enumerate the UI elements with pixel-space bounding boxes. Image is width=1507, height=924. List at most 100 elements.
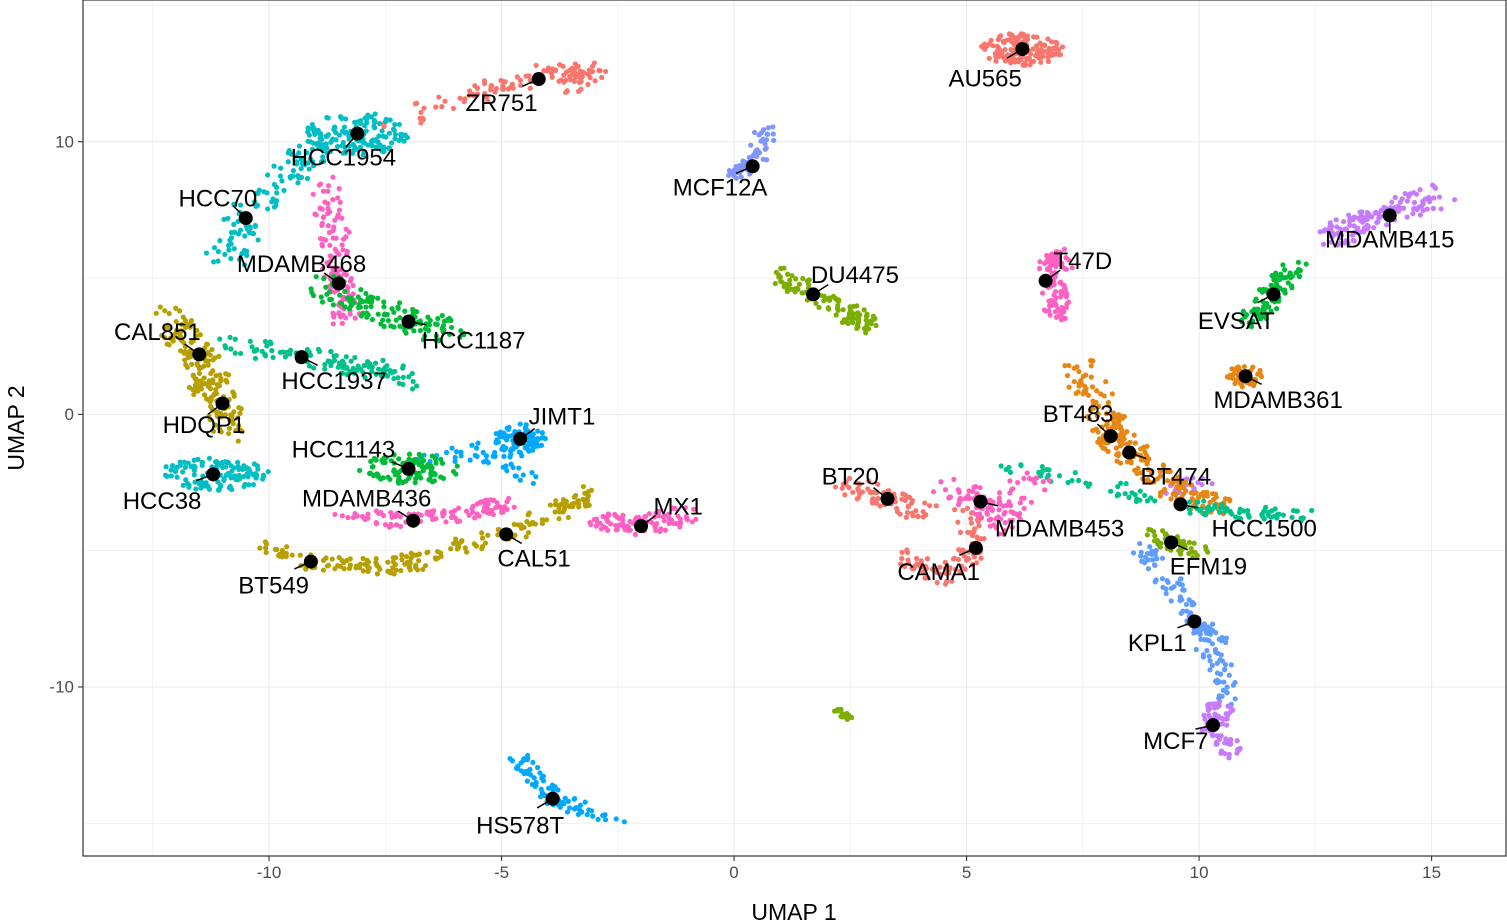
cell-point bbox=[676, 520, 682, 527]
cell-point bbox=[1047, 312, 1053, 318]
cell-point bbox=[580, 496, 586, 502]
cell-point bbox=[863, 317, 869, 323]
cell-point bbox=[340, 150, 346, 156]
cell-point bbox=[1152, 498, 1158, 504]
cell-point bbox=[364, 120, 370, 126]
cell-point bbox=[166, 342, 172, 348]
x-tick-label: -10 bbox=[257, 863, 282, 882]
cell-point bbox=[306, 166, 312, 172]
cell-point bbox=[922, 500, 928, 506]
cell-point bbox=[237, 476, 243, 482]
cell-point bbox=[269, 348, 275, 354]
cell-point bbox=[441, 508, 447, 514]
cell-point bbox=[1061, 305, 1067, 312]
cell-point bbox=[205, 362, 211, 368]
cell-point bbox=[287, 175, 294, 181]
cell-point bbox=[866, 326, 872, 332]
cell-point bbox=[1397, 199, 1404, 205]
cell-point bbox=[369, 464, 375, 470]
cell-point bbox=[1007, 469, 1014, 475]
cell-point bbox=[402, 328, 408, 334]
cell-point bbox=[585, 81, 591, 88]
cell-point bbox=[1203, 546, 1209, 553]
cell-point bbox=[1145, 566, 1152, 572]
cell-point bbox=[533, 474, 539, 480]
cell-point bbox=[474, 511, 480, 517]
cell-point bbox=[1017, 33, 1024, 39]
cell-point bbox=[483, 501, 489, 507]
cell-point bbox=[619, 517, 626, 523]
cell-point bbox=[440, 475, 447, 481]
cell-point bbox=[352, 315, 358, 321]
cell-point bbox=[481, 80, 488, 87]
cell-point bbox=[1146, 526, 1152, 533]
cell-point bbox=[364, 116, 370, 122]
cell-point bbox=[726, 172, 732, 179]
cell-point bbox=[372, 111, 378, 117]
cell-point bbox=[1076, 477, 1082, 484]
cell-point bbox=[1404, 198, 1410, 204]
cell-point bbox=[182, 357, 188, 363]
cell-point bbox=[361, 362, 367, 369]
cell-point bbox=[754, 147, 760, 153]
grid-lines bbox=[83, 0, 1506, 856]
cell-point bbox=[596, 67, 602, 74]
cell-point bbox=[202, 380, 208, 387]
cell-point bbox=[920, 509, 926, 515]
cell-point bbox=[327, 242, 333, 248]
cell-point bbox=[556, 516, 562, 522]
cell-point bbox=[365, 559, 371, 565]
cell-point bbox=[508, 461, 514, 467]
cell-point bbox=[600, 812, 606, 819]
cell-point bbox=[1061, 246, 1068, 252]
cell-point bbox=[416, 462, 422, 468]
cell-point bbox=[371, 123, 377, 129]
cell-point bbox=[585, 493, 591, 499]
cell-point bbox=[997, 48, 1003, 54]
cell-point bbox=[343, 315, 349, 321]
cell-point bbox=[1247, 381, 1253, 387]
cell-point bbox=[223, 371, 229, 377]
centroid-marker bbox=[192, 347, 207, 362]
cell-point bbox=[1024, 55, 1030, 61]
cell-point bbox=[484, 94, 490, 100]
cell-point bbox=[586, 67, 592, 73]
cell-point bbox=[1116, 438, 1122, 445]
cell-line-label: BT20 bbox=[822, 464, 879, 491]
cell-point bbox=[1193, 646, 1199, 653]
cell-point bbox=[320, 567, 327, 573]
cell-point bbox=[1061, 265, 1067, 271]
cell-point bbox=[209, 346, 215, 353]
cell-point bbox=[666, 520, 672, 527]
cell-point bbox=[1109, 391, 1115, 397]
cell-point bbox=[391, 467, 397, 473]
cell-point bbox=[374, 571, 381, 577]
cell-point bbox=[588, 521, 594, 528]
cell-point bbox=[433, 321, 439, 327]
cell-point bbox=[578, 78, 584, 85]
cell-point bbox=[1393, 205, 1399, 211]
cell-point bbox=[589, 808, 595, 814]
cell-point bbox=[278, 165, 284, 171]
cell-point bbox=[246, 482, 252, 488]
cell-point bbox=[1201, 498, 1207, 504]
cell-point bbox=[277, 551, 283, 557]
cell-point bbox=[1036, 469, 1042, 476]
cell-point bbox=[177, 462, 184, 468]
x-axis-title: UMAP 1 bbox=[751, 899, 836, 924]
cell-point bbox=[584, 811, 590, 818]
cell-point bbox=[305, 138, 311, 144]
cell-point bbox=[832, 708, 838, 714]
cell-line-label: T47D bbox=[1053, 248, 1112, 275]
cell-line-label: MCF12A bbox=[673, 175, 768, 202]
cell-line-label: MDAMB361 bbox=[1213, 387, 1342, 414]
cell-point bbox=[347, 562, 354, 568]
cell-point bbox=[401, 138, 407, 144]
cell-point bbox=[222, 251, 228, 258]
cell-point bbox=[1089, 384, 1096, 390]
cell-point bbox=[968, 520, 975, 526]
cell-point bbox=[938, 479, 944, 485]
cell-point bbox=[1218, 652, 1224, 658]
cell-point bbox=[1328, 232, 1335, 239]
cell-point bbox=[220, 464, 226, 470]
